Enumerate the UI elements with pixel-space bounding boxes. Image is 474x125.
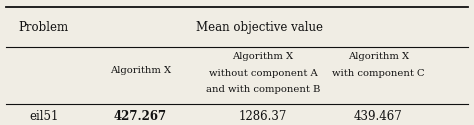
Text: Algorithm X: Algorithm X bbox=[348, 52, 409, 61]
Text: and with component B: and with component B bbox=[206, 85, 320, 94]
Text: 427.267: 427.267 bbox=[114, 110, 167, 123]
Text: without component A: without component A bbox=[209, 69, 317, 78]
Text: eil51: eil51 bbox=[29, 110, 58, 123]
Text: Problem: Problem bbox=[19, 21, 69, 34]
Text: Algorithm X: Algorithm X bbox=[110, 66, 171, 75]
Text: with component C: with component C bbox=[332, 69, 425, 78]
Text: 439.467: 439.467 bbox=[354, 110, 403, 123]
Text: Mean objective value: Mean objective value bbox=[196, 21, 323, 34]
Text: 1286.37: 1286.37 bbox=[239, 110, 287, 123]
Text: Algorithm X: Algorithm X bbox=[232, 52, 293, 61]
